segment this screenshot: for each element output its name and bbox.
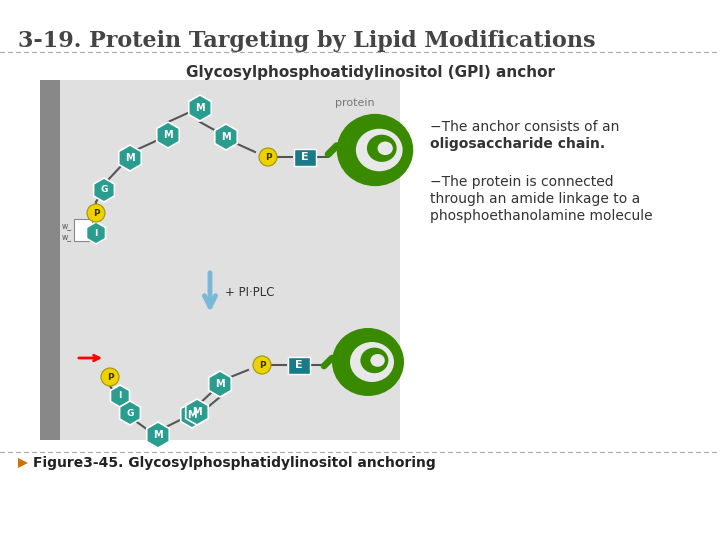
Text: I: I	[118, 392, 122, 401]
Polygon shape	[94, 178, 114, 202]
Text: 3-19. Protein Targeting by Lipid Modifications: 3-19. Protein Targeting by Lipid Modific…	[18, 30, 595, 52]
Text: w_: w_	[62, 233, 72, 241]
Text: P: P	[107, 373, 113, 381]
Text: M: M	[215, 379, 225, 389]
Ellipse shape	[356, 129, 402, 171]
Text: M: M	[195, 103, 204, 113]
Text: E: E	[295, 360, 303, 370]
Text: Glycosylphosphoatidylinositol (GPI) anchor: Glycosylphosphoatidylinositol (GPI) anch…	[186, 65, 554, 80]
Polygon shape	[157, 122, 179, 148]
Text: M: M	[163, 130, 173, 140]
Text: G: G	[126, 408, 134, 417]
Text: P: P	[265, 152, 271, 161]
Polygon shape	[215, 124, 238, 150]
Polygon shape	[189, 95, 211, 121]
Ellipse shape	[332, 328, 404, 396]
Text: phosphoethanolamine molecule: phosphoethanolamine molecule	[430, 209, 652, 223]
FancyBboxPatch shape	[40, 80, 400, 440]
Text: I: I	[94, 228, 98, 238]
FancyBboxPatch shape	[40, 80, 60, 440]
Ellipse shape	[361, 348, 388, 373]
Text: Figure3-45. Glycosylphosphatidylinositol anchoring: Figure3-45. Glycosylphosphatidylinositol…	[33, 456, 436, 470]
FancyBboxPatch shape	[74, 219, 92, 241]
Text: + PI·PLC: + PI·PLC	[225, 286, 274, 299]
Text: M: M	[125, 153, 135, 163]
Polygon shape	[119, 145, 141, 171]
Text: E: E	[301, 152, 309, 162]
Text: oligosaccharide chain.: oligosaccharide chain.	[430, 137, 605, 151]
Text: −The protein is connected: −The protein is connected	[430, 175, 613, 189]
Text: P: P	[93, 208, 99, 218]
Ellipse shape	[377, 141, 393, 155]
Polygon shape	[86, 222, 106, 244]
FancyBboxPatch shape	[294, 148, 316, 165]
Circle shape	[101, 368, 119, 386]
Text: protein: protein	[336, 98, 375, 108]
Text: G: G	[100, 186, 108, 194]
Text: M: M	[192, 407, 202, 417]
Ellipse shape	[337, 114, 413, 186]
Circle shape	[253, 356, 271, 374]
Text: M: M	[187, 410, 197, 420]
Polygon shape	[209, 371, 231, 397]
Ellipse shape	[370, 354, 384, 367]
Text: M: M	[221, 132, 231, 142]
Circle shape	[259, 148, 277, 166]
Text: w_: w_	[62, 221, 72, 231]
FancyBboxPatch shape	[288, 356, 310, 374]
Ellipse shape	[367, 134, 397, 162]
Text: −The anchor consists of an: −The anchor consists of an	[430, 120, 619, 134]
Polygon shape	[18, 458, 28, 468]
Polygon shape	[147, 422, 169, 448]
Polygon shape	[110, 385, 130, 407]
Ellipse shape	[350, 342, 394, 382]
Text: M: M	[153, 430, 163, 440]
Circle shape	[87, 204, 105, 222]
Polygon shape	[120, 401, 140, 425]
Polygon shape	[181, 402, 203, 428]
Text: P: P	[258, 361, 265, 369]
Text: through an amide linkage to a: through an amide linkage to a	[430, 192, 640, 206]
Polygon shape	[186, 399, 208, 425]
